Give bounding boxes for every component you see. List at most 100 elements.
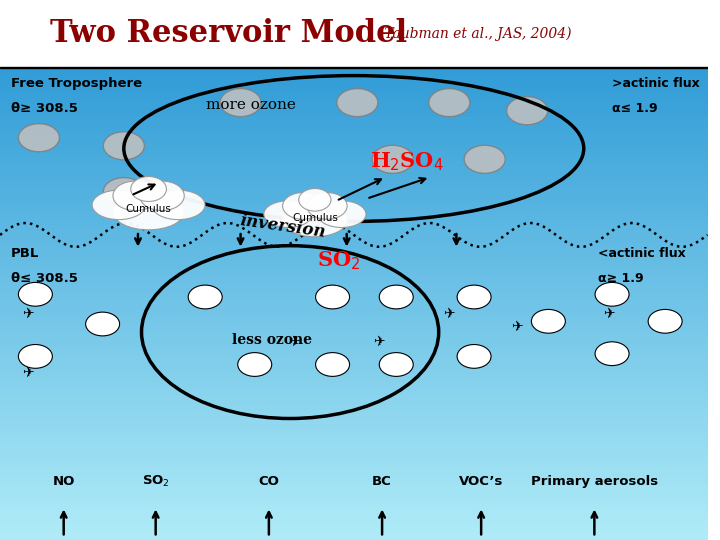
Bar (0, 293, 708, 297)
Bar (0, 517, 708, 522)
Bar (0, 72, 708, 77)
Ellipse shape (372, 145, 413, 173)
Ellipse shape (113, 193, 184, 230)
Bar (0, 513, 708, 517)
Bar (0, 216, 708, 220)
Ellipse shape (220, 89, 261, 117)
Bar (0, 23, 708, 27)
Text: Two Reservoir Model: Two Reservoir Model (50, 18, 407, 49)
Text: (Taubman et al., JAS, 2004): (Taubman et al., JAS, 2004) (379, 26, 571, 40)
Ellipse shape (315, 285, 349, 309)
Bar (0, 40, 708, 45)
Bar (0, 50, 708, 54)
Text: less ozone: less ozone (233, 333, 312, 347)
Bar (0, 374, 708, 378)
Ellipse shape (507, 97, 548, 125)
Text: SO$_2$: SO$_2$ (317, 249, 360, 272)
Bar (0, 220, 708, 225)
Ellipse shape (315, 353, 349, 376)
Text: ✈: ✈ (22, 306, 34, 320)
Bar (0, 225, 708, 229)
Bar (0, 90, 708, 94)
Text: θ≥ 308.5: θ≥ 308.5 (11, 102, 78, 114)
Bar (0, 112, 708, 117)
Ellipse shape (457, 345, 491, 368)
Text: θ≤ 308.5: θ≤ 308.5 (11, 272, 78, 285)
Bar (0, 320, 708, 324)
Bar (0, 347, 708, 351)
Text: ✈: ✈ (510, 320, 522, 334)
Text: ✈: ✈ (444, 306, 455, 320)
Bar (0, 338, 708, 342)
Bar (0, 256, 708, 261)
Bar (0, 212, 708, 216)
Bar (0, 180, 708, 185)
Ellipse shape (307, 193, 347, 219)
Bar (0, 396, 708, 401)
Bar (0, 36, 708, 40)
Ellipse shape (238, 353, 271, 376)
Ellipse shape (379, 353, 413, 376)
Bar (0, 364, 708, 369)
Bar (0, 85, 708, 90)
Ellipse shape (595, 282, 629, 306)
Ellipse shape (595, 342, 629, 366)
Bar (0, 0, 708, 4)
Bar (0, 27, 708, 31)
Bar (0, 409, 708, 414)
Text: Cumulus: Cumulus (292, 213, 338, 222)
Bar (0, 472, 708, 477)
Bar (0, 144, 708, 148)
Ellipse shape (379, 285, 413, 309)
Text: ✈: ✈ (22, 366, 34, 380)
Bar (0, 531, 708, 536)
Bar (0, 482, 708, 486)
Bar (0, 234, 708, 239)
Bar (0, 369, 708, 374)
Bar (0, 428, 708, 432)
Text: α≤ 1.9: α≤ 1.9 (612, 102, 657, 114)
Ellipse shape (140, 181, 184, 211)
Ellipse shape (86, 312, 120, 336)
Bar (0, 333, 708, 338)
Bar (0, 122, 708, 126)
Ellipse shape (318, 201, 366, 227)
Bar (0, 274, 708, 279)
Bar (0, 104, 708, 108)
Bar (0, 504, 708, 509)
Bar (0, 63, 708, 68)
Bar (0, 436, 708, 441)
FancyArrow shape (0, 67, 708, 68)
Bar (0, 4, 708, 9)
Bar (0, 446, 708, 450)
Bar (0, 158, 708, 162)
Ellipse shape (264, 201, 312, 227)
Text: α≥ 1.9: α≥ 1.9 (598, 272, 644, 285)
Bar (0, 418, 708, 423)
Bar (0, 68, 708, 72)
Text: Cumulus: Cumulus (126, 204, 171, 214)
Bar (0, 166, 708, 171)
Text: VOC’s: VOC’s (459, 475, 503, 488)
Bar (0, 423, 708, 428)
Ellipse shape (648, 309, 682, 333)
Text: H$_2$SO$_4$: H$_2$SO$_4$ (370, 151, 444, 173)
Text: more ozone: more ozone (206, 98, 296, 112)
Bar (0, 432, 708, 436)
Bar (0, 310, 708, 315)
Bar (0, 252, 708, 256)
Ellipse shape (429, 89, 470, 117)
Bar (0, 207, 708, 212)
Bar (0, 171, 708, 176)
Ellipse shape (337, 89, 378, 117)
Bar (0, 131, 708, 135)
Bar (0, 288, 708, 293)
Bar (0, 162, 708, 166)
Bar (0, 522, 708, 526)
Bar (0, 495, 708, 500)
Bar (0, 270, 708, 274)
Text: Primary aerosols: Primary aerosols (531, 475, 658, 488)
Text: NO: NO (53, 475, 75, 488)
Bar (0, 266, 708, 270)
Bar (0, 18, 708, 23)
